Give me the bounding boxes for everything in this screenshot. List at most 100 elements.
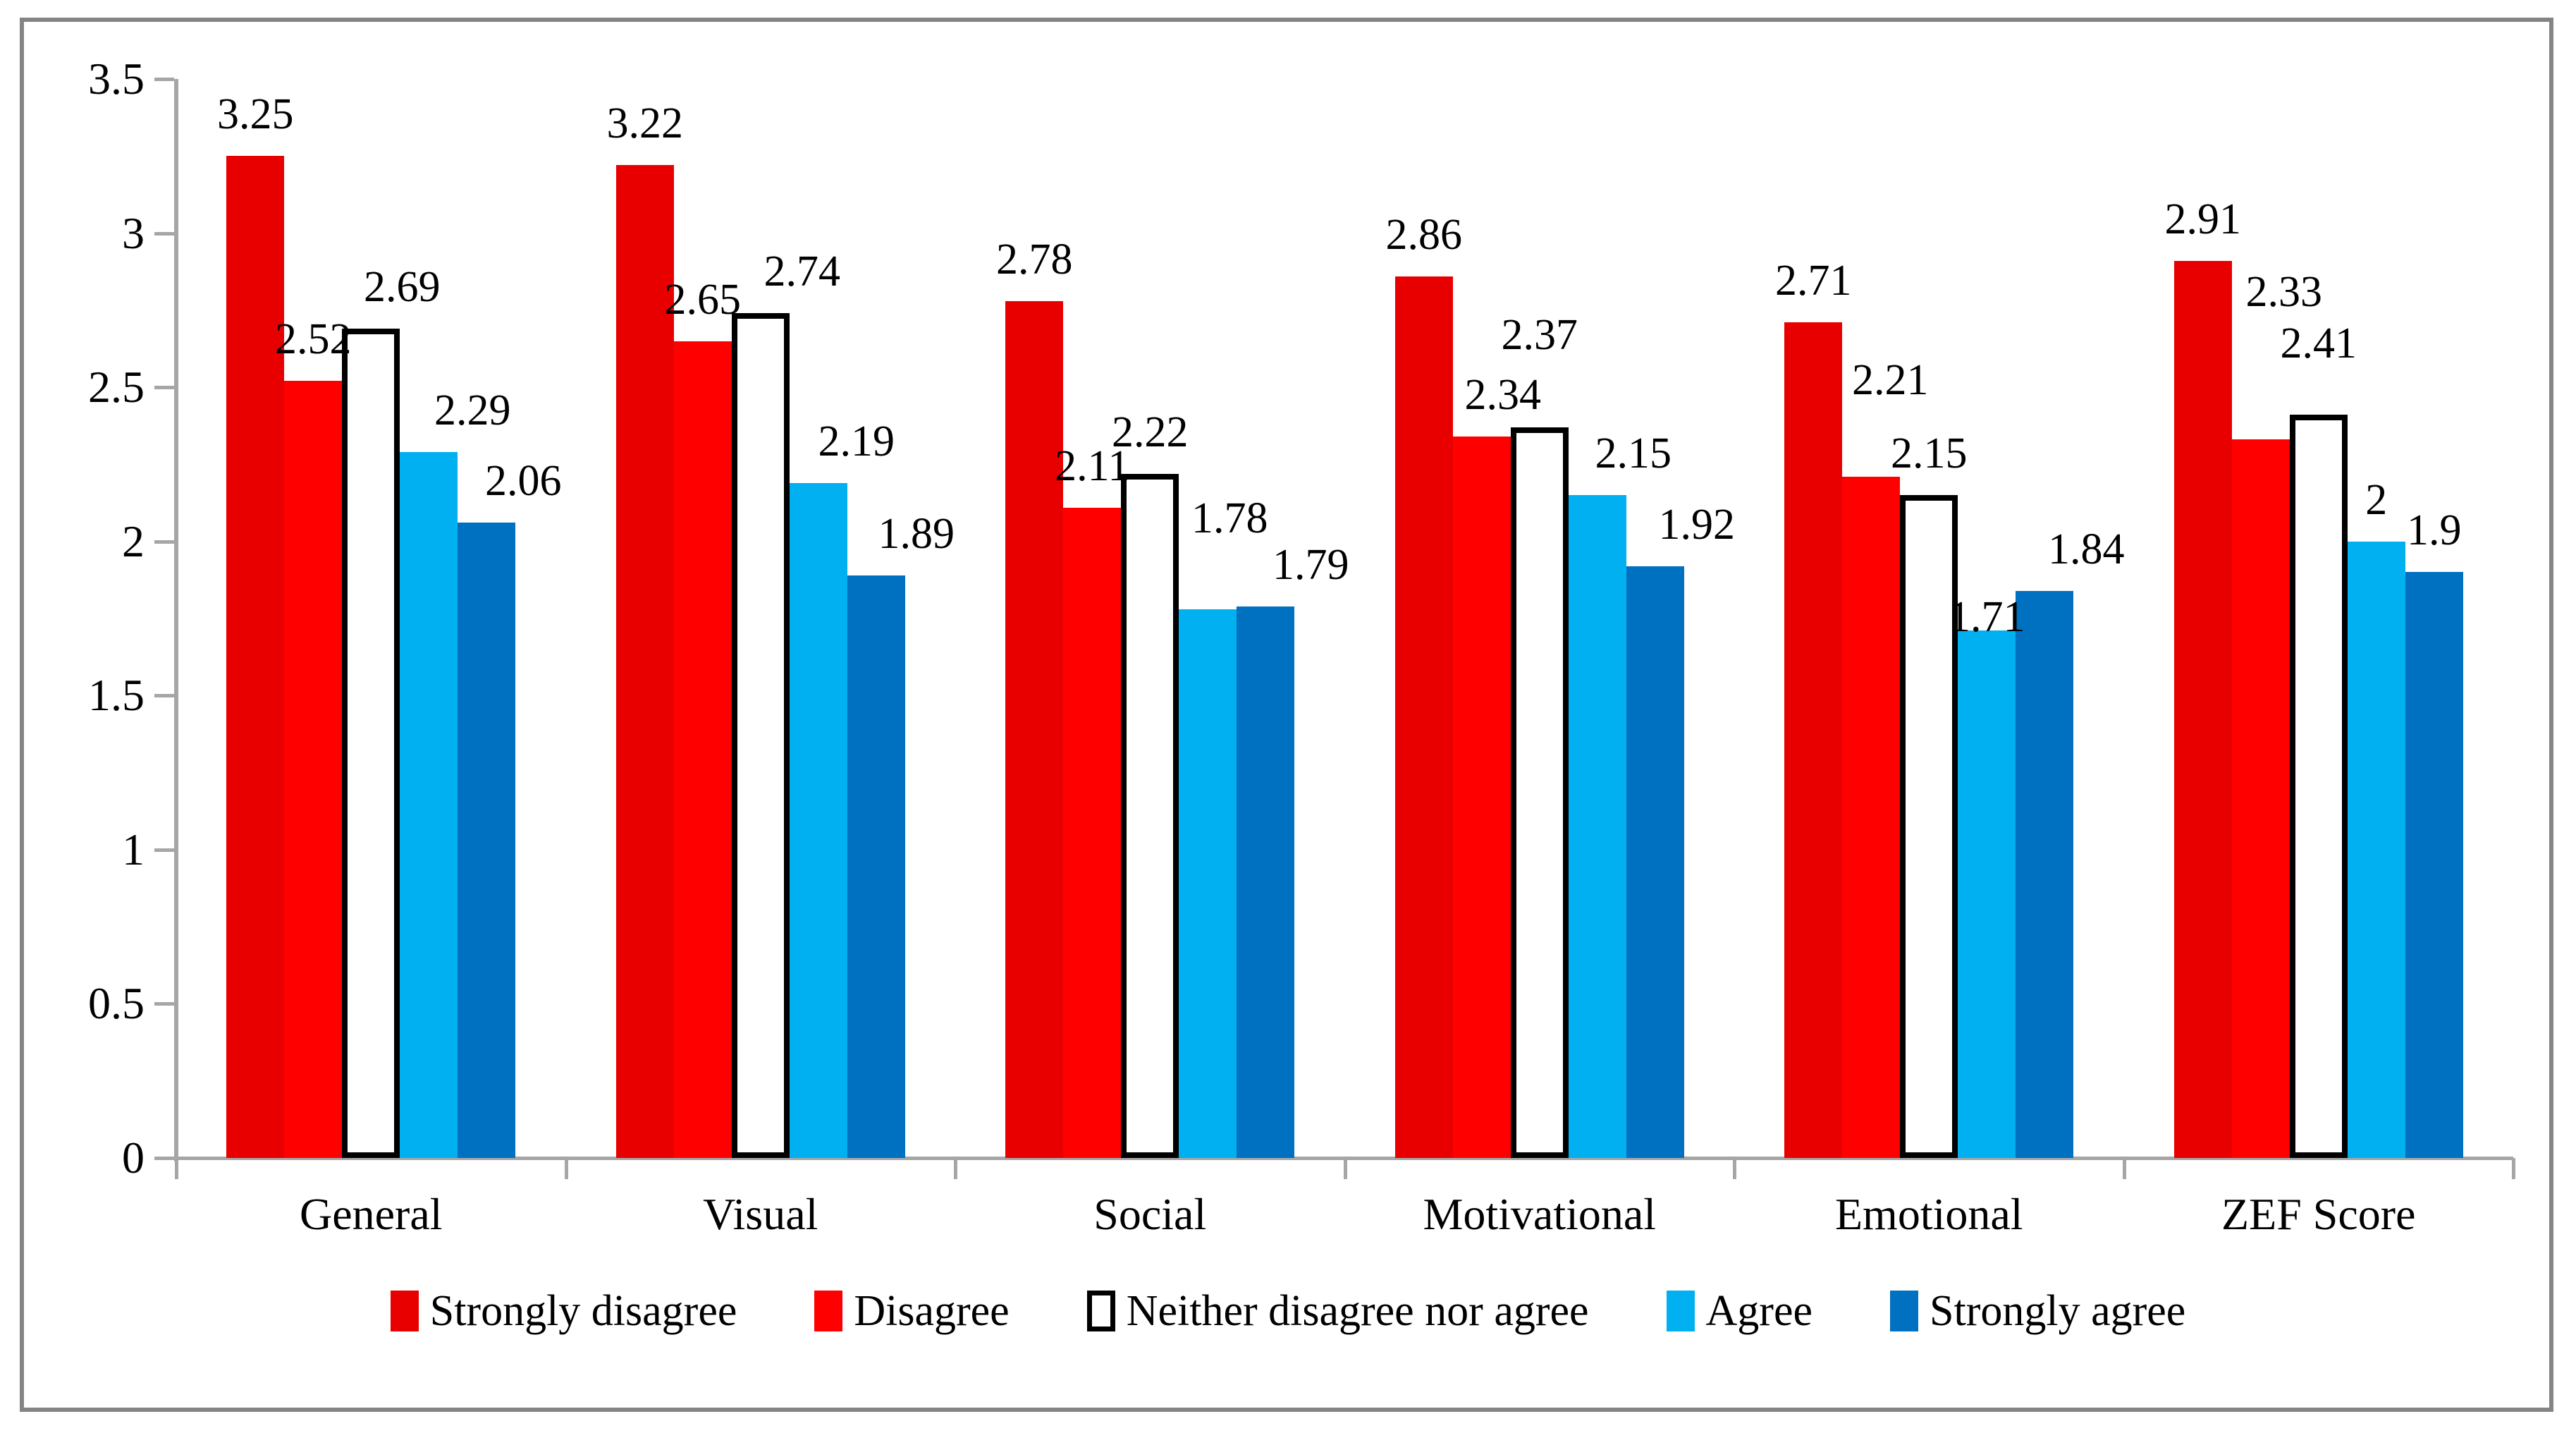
bar-value-label: 2.41 — [2280, 319, 2357, 368]
bar-visual-s1 — [673, 341, 732, 1158]
bar-emotional-s4 — [2016, 590, 2074, 1158]
bar-value-label: 2.15 — [1595, 429, 1672, 478]
x-tick-mark — [1733, 1158, 1736, 1179]
legend-label: Strongly agree — [1930, 1287, 2186, 1335]
bar-emotional-s2 — [1900, 495, 1958, 1158]
bar-value-label: 2.19 — [818, 417, 895, 465]
category-label-social: Social — [1093, 1189, 1207, 1239]
bar-general-s3 — [400, 451, 458, 1158]
y-tick-label: 3.5 — [88, 54, 145, 104]
legend: Strongly disagree Disagree Neither disagre… — [0, 1289, 2576, 1333]
bar-value-label: 1.84 — [2048, 525, 2125, 573]
x-tick-mark — [2122, 1158, 2126, 1179]
y-tick-label: 1.5 — [88, 670, 145, 721]
y-tick-mark — [154, 848, 174, 852]
y-tick-mark — [154, 78, 174, 81]
bar-value-label: 2.65 — [664, 275, 742, 324]
x-tick-mark — [954, 1158, 957, 1179]
y-tick-label: 0.5 — [88, 978, 145, 1029]
bar-value-label: 2.29 — [434, 386, 511, 434]
y-tick-label: 3 — [122, 207, 145, 258]
bar-value-label: 1.9 — [2407, 506, 2462, 555]
bar-general-s2 — [342, 329, 400, 1158]
legend-marker-icon — [814, 1291, 843, 1331]
y-tick-mark — [154, 386, 174, 390]
bar-general-s1 — [284, 381, 343, 1158]
y-tick-label: 0 — [122, 1133, 145, 1183]
x-tick-mark — [175, 1158, 178, 1179]
bar-value-label: 2.52 — [275, 315, 352, 364]
legend-item-agree: Agree — [1666, 1287, 1813, 1335]
y-tick-label: 2 — [122, 516, 145, 566]
legend-item-strongly-agree: Strongly agree — [1890, 1289, 2185, 1333]
bar-social-s3 — [1179, 609, 1237, 1158]
legend-item-strongly-disagree: Strongly disagree — [390, 1287, 737, 1335]
bar-emotional-s3 — [1958, 630, 2016, 1158]
bar-value-label: 2 — [2365, 475, 2388, 524]
bar-motivational-s4 — [1626, 566, 1684, 1158]
y-axis-line — [174, 79, 178, 1161]
bar-zef-score-s2 — [2289, 415, 2348, 1158]
legend-marker-icon — [1086, 1291, 1115, 1331]
legend-label: Neither disagree nor agree — [1126, 1287, 1589, 1335]
legend-item-disagree: Disagree — [814, 1287, 1010, 1335]
y-tick-label: 2.5 — [88, 362, 145, 413]
bar-visual-s0 — [615, 165, 674, 1158]
category-label-visual: Visual — [703, 1189, 818, 1239]
y-tick-label: 1 — [122, 824, 145, 874]
bar-value-label: 2.11 — [1055, 441, 1130, 490]
bar-social-s4 — [1237, 606, 1295, 1158]
bar-value-label: 3.22 — [606, 99, 684, 148]
y-tick-mark — [154, 1157, 174, 1160]
bar-motivational-s3 — [1568, 495, 1626, 1158]
bar-value-label: 3.25 — [217, 90, 294, 139]
bar-value-label: 2.86 — [1385, 210, 1463, 259]
x-tick-mark — [2512, 1158, 2515, 1179]
y-tick-mark — [154, 694, 174, 698]
bar-value-label: 2.37 — [1501, 310, 1578, 359]
bar-value-label: 2.06 — [485, 457, 562, 506]
category-label-general: General — [299, 1189, 443, 1239]
bar-zef-score-s1 — [2231, 439, 2290, 1158]
bar-value-label: 1.78 — [1191, 494, 1268, 542]
bar-motivational-s2 — [1510, 427, 1569, 1158]
legend-item-neither-disagree-nor-agree: Neither disagree nor agree — [1086, 1287, 1589, 1335]
bar-social-s2 — [1121, 473, 1179, 1158]
bar-general-s0 — [226, 156, 285, 1158]
bar-value-label: 2.22 — [1112, 408, 1189, 456]
bar-value-label: 2.78 — [996, 235, 1073, 283]
legend-marker-icon — [1890, 1291, 1918, 1331]
bar-zef-score-s4 — [2405, 572, 2463, 1158]
y-tick-mark — [154, 231, 174, 236]
category-label-motivational: Motivational — [1423, 1189, 1657, 1239]
legend-label: Agree — [1705, 1287, 1813, 1335]
bar-visual-s3 — [789, 482, 847, 1158]
bar-value-label: 2.34 — [1464, 371, 1542, 420]
bar-value-label: 2.71 — [1775, 257, 1852, 305]
bar-value-label: 2.33 — [2245, 268, 2323, 317]
bar-motivational-s1 — [1452, 437, 1511, 1158]
x-tick-mark — [564, 1158, 568, 1179]
bar-value-label: 2.74 — [763, 248, 841, 296]
category-label-emotional: Emotional — [1834, 1189, 2023, 1239]
bar-emotional-s1 — [1842, 476, 1901, 1158]
bar-value-label: 1.92 — [1658, 500, 1736, 549]
bar-value-label: 1.71 — [1949, 593, 2025, 642]
x-tick-mark — [1343, 1158, 1347, 1179]
bar-zef-score-s0 — [2173, 260, 2232, 1158]
bar-motivational-s0 — [1394, 276, 1453, 1158]
bar-value-label: 2.21 — [1852, 355, 1929, 404]
legend-label: Strongly disagree — [429, 1287, 737, 1335]
legend-marker-icon — [390, 1291, 419, 1331]
legend-label: Disagree — [854, 1287, 1010, 1335]
legend-marker-icon — [1666, 1291, 1695, 1331]
bar-social-s1 — [1063, 507, 1122, 1158]
bar-social-s0 — [1005, 300, 1064, 1158]
bar-emotional-s0 — [1784, 322, 1843, 1158]
bar-value-label: 1.79 — [1272, 540, 1349, 589]
bar-value-label: 2.15 — [1891, 429, 1968, 478]
y-tick-mark — [154, 539, 174, 544]
bar-value-label: 2.91 — [2164, 195, 2242, 243]
y-tick-mark — [154, 1002, 174, 1006]
bar-zef-score-s3 — [2347, 541, 2405, 1158]
